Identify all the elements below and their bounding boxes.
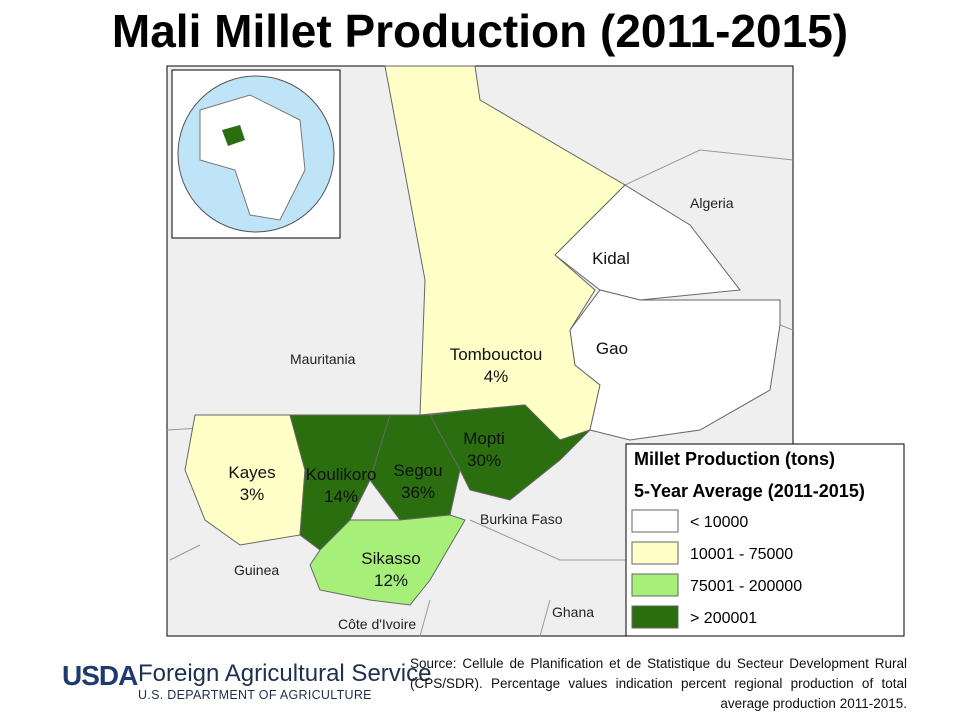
region-name: Mopti: [463, 429, 505, 448]
africa: [199, 94, 306, 221]
country-label: Ghana: [552, 604, 594, 620]
legend-subtitle: 5-Year Average (2011-2015): [634, 481, 865, 501]
legend-swatch: [631, 541, 679, 565]
department: U.S. DEPARTMENT OF AGRICULTURE: [138, 688, 372, 702]
region-area: [429, 404, 591, 501]
legend-box: [625, 443, 905, 637]
region-name: Kayes: [228, 463, 275, 482]
logo: USDA: [62, 660, 138, 691]
region-name: Kidal: [592, 249, 630, 268]
mali-inset: [222, 125, 245, 146]
legend-title: Millet Production (tons): [634, 449, 835, 469]
agency: Foreign Agricultural Service: [138, 660, 432, 687]
region-name: Segou: [393, 461, 442, 480]
region-name: Koulikoro: [306, 465, 377, 484]
legend: Millet Production (tons) 5-Year Average …: [625, 443, 905, 637]
region-area: [309, 514, 466, 606]
country-label: Guinea: [234, 562, 279, 578]
legend-label: 75001 - 200000: [690, 578, 802, 595]
country-label: Côte d'Ivoire: [338, 616, 416, 632]
region-name: Tombouctou: [450, 345, 543, 364]
country-label: Algeria: [690, 195, 734, 211]
legend-label: 10001 - 75000: [690, 546, 793, 563]
regions: [184, 65, 781, 606]
region-share: 4%: [484, 367, 509, 386]
legend-label: > 200001: [690, 610, 757, 627]
region-share: 30%: [467, 451, 501, 470]
country-label: Mauritania: [290, 351, 356, 367]
region-share: 36%: [401, 483, 435, 502]
legend-swatch: [631, 573, 679, 597]
region-name: Gao: [596, 339, 628, 358]
region-share: 3%: [240, 485, 265, 504]
region-share: 14%: [324, 487, 358, 506]
region-name: Sikasso: [361, 549, 421, 568]
region-area: [569, 289, 781, 441]
legend-swatch: [631, 605, 679, 629]
region-share: 12%: [374, 571, 408, 590]
legend-swatch: [631, 509, 679, 533]
source-note: Source: Cellule de Planification et de S…: [410, 656, 907, 711]
title: Mali Millet Production (2011-2015): [111, 5, 849, 57]
legend-label: < 10000: [690, 514, 748, 531]
country-label: Burkina Faso: [480, 511, 563, 527]
